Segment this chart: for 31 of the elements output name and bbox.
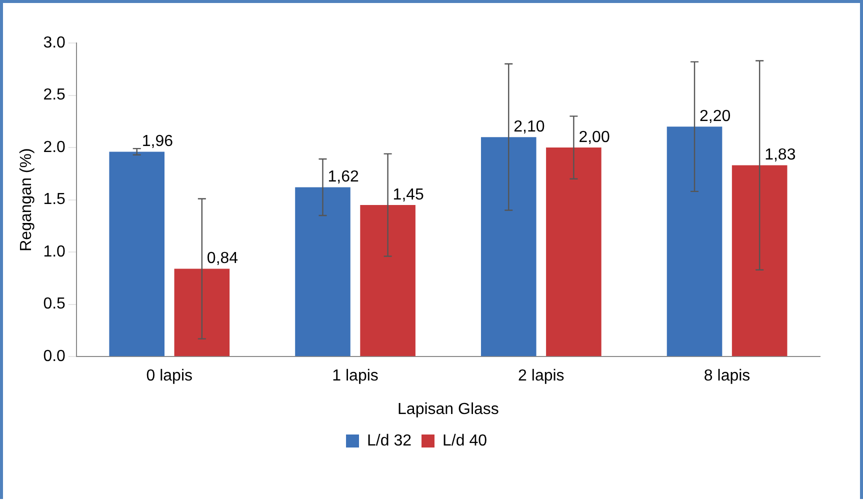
data-label: 2,20: [700, 108, 731, 126]
bar: [666, 126, 722, 356]
bar: [480, 137, 536, 356]
data-label: 1,45: [392, 186, 424, 204]
y-tick-label: 0.0: [43, 348, 66, 366]
bar: [732, 165, 788, 356]
legend-label: L/d 32: [367, 432, 412, 450]
legend-label: L/d 40: [442, 432, 488, 450]
y-tick-label: 3.0: [43, 34, 66, 52]
y-tick-label: 2.5: [43, 86, 66, 104]
x-tick-label: 8 lapis: [704, 368, 750, 385]
y-axis-title: Regangan (%): [18, 148, 36, 252]
bar: [109, 152, 165, 356]
data-label: 1,96: [142, 133, 174, 150]
y-tick-label: 0.5: [43, 296, 66, 313]
bar: [360, 205, 416, 356]
bar: [546, 148, 602, 356]
data-label: 2,00: [578, 128, 610, 146]
bar: [174, 268, 230, 356]
data-label: 1,62: [328, 168, 359, 186]
y-tick-label: 2.0: [43, 138, 66, 156]
x-tick-label: 2 lapis: [518, 368, 564, 385]
y-tick-label: 1.5: [43, 191, 66, 208]
data-label: 0,84: [206, 250, 238, 268]
bar: [295, 187, 350, 356]
data-label: 1,83: [764, 146, 796, 164]
data-label: 2,10: [514, 118, 545, 136]
x-tick-label: 0 lapis: [146, 368, 193, 385]
x-tick-label: 1 lapis: [332, 368, 378, 385]
x-axis-title: Lapisan Glass: [398, 400, 499, 418]
y-tick-label: 1.0: [43, 243, 66, 260]
